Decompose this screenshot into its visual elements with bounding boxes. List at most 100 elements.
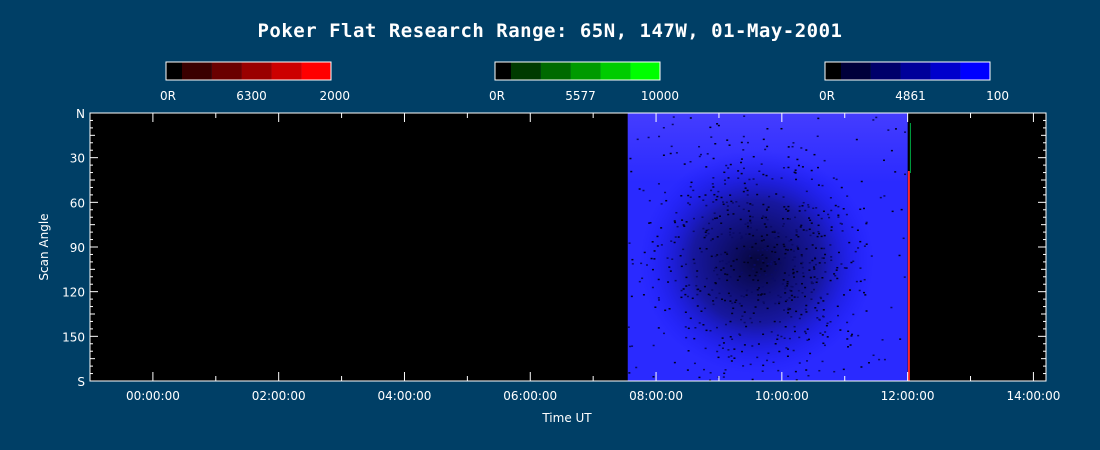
noise-speck [783, 272, 786, 274]
noise-speck [684, 311, 687, 313]
noise-speck [754, 240, 757, 242]
noise-speck [751, 204, 754, 206]
noise-speck [743, 295, 746, 298]
noise-speck [727, 261, 730, 263]
noise-speck [742, 190, 745, 193]
noise-speck [787, 205, 790, 208]
noise-speck [712, 300, 715, 302]
noise-speck [758, 170, 761, 172]
noise-speck [699, 290, 702, 292]
noise-speck [781, 283, 784, 285]
noise-speck [783, 257, 786, 259]
noise-speck [750, 291, 753, 293]
noise-speck [710, 255, 713, 258]
noise-speck [735, 201, 738, 203]
noise-speck [752, 312, 755, 314]
noise-speck [692, 230, 695, 233]
noise-speck [800, 313, 803, 316]
noise-speck [818, 262, 821, 264]
noise-speck [698, 196, 701, 198]
noise-speck [804, 332, 807, 335]
noise-speck [787, 166, 790, 169]
noise-speck [733, 357, 736, 359]
noise-speck [891, 210, 894, 213]
noise-speck [716, 254, 719, 256]
noise-speck [807, 338, 810, 341]
noise-speck [766, 249, 769, 252]
noise-speck [820, 235, 823, 238]
noise-speck [724, 323, 727, 326]
noise-speck [732, 260, 735, 262]
noise-speck [732, 307, 735, 310]
noise-speck [859, 208, 862, 211]
noise-speck [721, 298, 724, 301]
noise-speck [757, 299, 760, 301]
noise-speck [829, 279, 832, 282]
noise-speck [842, 368, 845, 371]
noise-speck [766, 234, 769, 236]
noise-speck [638, 188, 641, 190]
chart-title: Poker Flat Research Range: 65N, 147W, 01… [257, 20, 842, 42]
colorbar-swatch [825, 62, 841, 80]
noise-speck [685, 285, 688, 287]
noise-speck [739, 334, 742, 336]
noise-speck [752, 279, 755, 281]
noise-speck [842, 208, 845, 210]
noise-speck [847, 346, 850, 348]
noise-speck [812, 207, 815, 210]
noise-speck [786, 299, 789, 301]
noise-speck [770, 331, 773, 333]
noise-speck [726, 279, 729, 282]
noise-speck [729, 320, 732, 323]
noise-speck [830, 226, 833, 228]
noise-speck [742, 167, 745, 170]
y-tick-label: S [77, 375, 85, 389]
noise-speck [753, 264, 756, 266]
noise-speck [774, 259, 777, 262]
noise-speck [847, 330, 850, 333]
noise-speck [794, 370, 797, 373]
noise-speck [746, 194, 749, 196]
noise-speck [745, 233, 748, 235]
noise-speck [698, 376, 701, 379]
noise-speck [704, 347, 707, 350]
noise-speck [757, 249, 760, 252]
noise-speck [656, 245, 659, 247]
noise-speck [794, 256, 797, 258]
noise-speck [720, 253, 723, 256]
noise-speck [757, 287, 760, 289]
noise-speck [793, 296, 796, 298]
noise-speck [842, 294, 845, 296]
noise-speck [833, 273, 836, 275]
noise-speck [764, 247, 767, 250]
noise-speck [715, 266, 718, 269]
noise-speck [698, 145, 701, 148]
colorbar-swatch [511, 62, 541, 80]
emission-dark-core [639, 149, 875, 375]
noise-speck [785, 208, 788, 211]
noise-speck [709, 379, 712, 382]
noise-speck [703, 236, 706, 239]
noise-speck [749, 220, 752, 222]
noise-speck [749, 226, 752, 229]
noise-speck [726, 139, 729, 141]
noise-speck [791, 259, 794, 261]
noise-speck [829, 320, 832, 323]
noise-speck [697, 288, 700, 291]
noise-speck [675, 211, 678, 214]
noise-speck [729, 300, 732, 302]
noise-speck [879, 196, 882, 199]
noise-speck [662, 126, 665, 129]
colorbar-mid-label: 4861 [895, 89, 926, 103]
noise-speck [773, 231, 776, 233]
noise-speck [703, 368, 706, 371]
noise-speck [780, 177, 783, 179]
noise-speck [725, 263, 728, 265]
noise-speck [902, 237, 905, 240]
noise-speck [766, 208, 769, 210]
noise-speck [834, 274, 837, 277]
noise-speck [795, 178, 798, 181]
noise-speck [822, 342, 825, 345]
noise-speck [682, 224, 685, 226]
colorbars: 0R 6300 2000 0R 5577 10000 0R 4861 100 [160, 61, 1009, 103]
